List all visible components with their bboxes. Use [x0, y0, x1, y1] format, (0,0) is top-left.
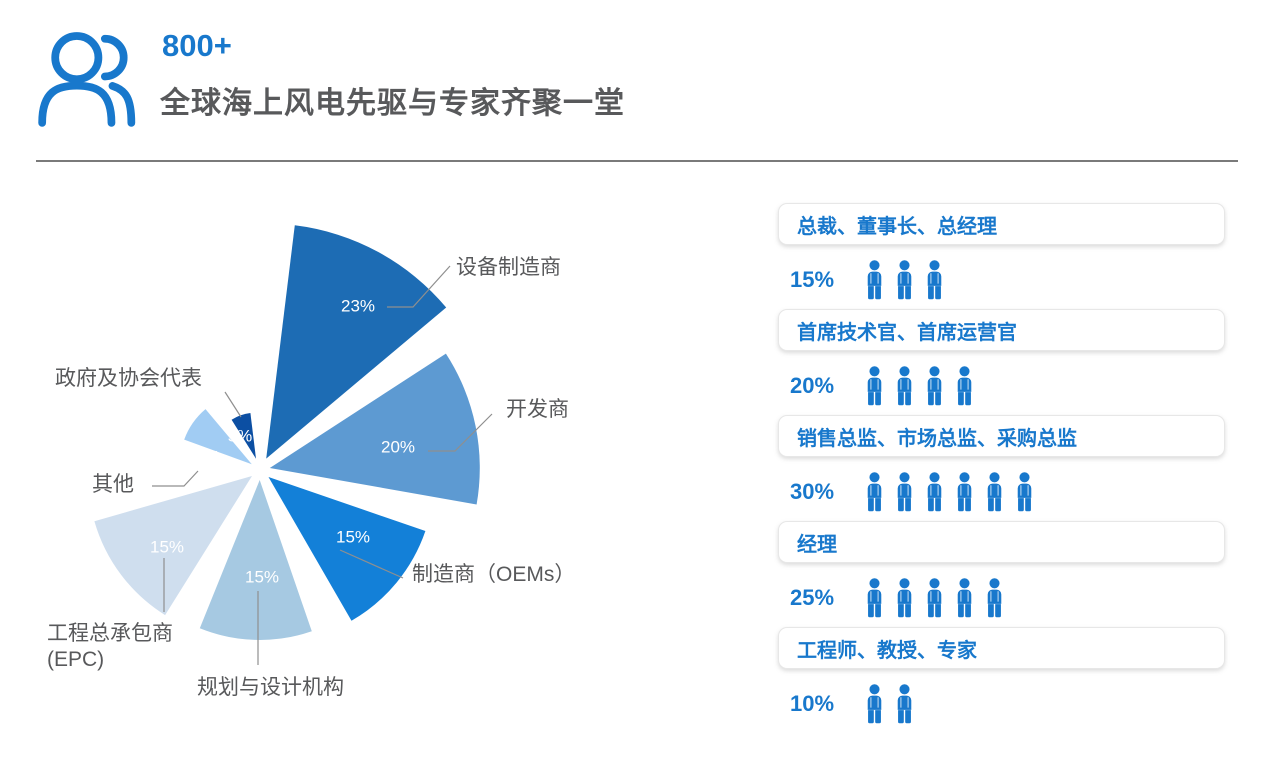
header-divider	[36, 160, 1238, 162]
role-percent: 15%	[790, 267, 835, 292]
person-icon	[897, 366, 912, 406]
person-icon	[927, 366, 942, 406]
role-percent-row: 30%	[790, 470, 1225, 514]
role-icon-group	[864, 684, 915, 724]
pie-slice-1	[266, 225, 447, 459]
person-icon	[1017, 472, 1032, 512]
slice-percent-label: 5%	[228, 427, 253, 446]
person-icon	[867, 260, 882, 300]
callout-line	[152, 470, 199, 487]
pie-slice-2	[269, 353, 480, 505]
person-icon	[867, 578, 882, 618]
role-title-card: 总裁、董事长、总经理	[778, 203, 1225, 245]
role-row: 首席技术官、首席运营官 20%	[778, 309, 1225, 415]
role-title-card: 销售总监、市场总监、采购总监	[778, 415, 1225, 457]
role-row: 经理 25%	[778, 521, 1225, 627]
person-icon	[897, 260, 912, 300]
pie-slice-6	[184, 409, 252, 465]
attendee-count: 800+	[162, 28, 232, 63]
role-title-card: 工程师、教授、专家	[778, 627, 1225, 669]
person-icon	[927, 472, 942, 512]
callout-line	[339, 549, 404, 579]
role-row: 总裁、董事长、总经理 15%	[778, 203, 1225, 309]
role-row: 销售总监、市场总监、采购总监 30%	[778, 415, 1225, 521]
person-icon	[867, 472, 882, 512]
slice-category-label: 开发商	[506, 398, 569, 421]
role-icon-group	[864, 472, 1035, 512]
person-icon	[957, 578, 972, 618]
slice-category-label: 工程总承包商	[47, 622, 173, 645]
role-percent-row: 10%	[790, 682, 1225, 726]
slice-category-label: 政府及协会代表	[55, 367, 202, 390]
person-icon	[987, 578, 1002, 618]
role-percent: 25%	[790, 585, 835, 610]
person-icon	[897, 684, 912, 724]
pie-slice-5	[94, 476, 253, 616]
person-icon	[957, 472, 972, 512]
slice-category-label: 其他	[92, 473, 134, 496]
slice-category-label: 制造商（OEMs）	[412, 563, 575, 586]
role-percent: 20%	[790, 373, 835, 398]
slice-percent-label: 23%	[341, 297, 375, 316]
person-icon	[987, 472, 1002, 512]
role-percent-row: 25%	[790, 576, 1225, 620]
role-row: 工程师、教授、专家 10%	[778, 627, 1225, 733]
role-title-card: 经理	[778, 521, 1225, 563]
role-percent: 30%	[790, 479, 835, 504]
callout-line	[428, 413, 493, 452]
person-icon	[927, 578, 942, 618]
role-title: 总裁、董事长、总经理	[797, 215, 997, 238]
role-title: 销售总监、市场总监、采购总监	[797, 427, 1077, 450]
role-icon-group	[864, 366, 975, 406]
person-icon	[957, 366, 972, 406]
slice-percent-label: 15%	[336, 528, 370, 547]
slice-category-label: (EPC)	[47, 648, 104, 671]
pie-slice-4	[199, 480, 312, 640]
slice-percent-label: 15%	[245, 568, 279, 587]
callout-line	[224, 391, 242, 418]
slice-category-label: 设备制造商	[456, 256, 561, 279]
role-title-card: 首席技术官、首席运营官	[778, 309, 1225, 351]
page-title: 全球海上风电先驱与专家齐聚一堂	[160, 87, 625, 120]
person-icon	[897, 472, 912, 512]
person-icon	[867, 366, 882, 406]
users-icon	[34, 26, 140, 137]
callout-line	[387, 265, 451, 308]
pie-slice-3	[268, 477, 426, 621]
person-icon	[927, 260, 942, 300]
slice-percent-label: 7%	[196, 448, 221, 467]
person-icon	[897, 578, 912, 618]
pie-slice-7	[231, 413, 256, 459]
role-title: 经理	[797, 533, 837, 556]
role-percent: 10%	[790, 691, 835, 716]
role-icon-group	[864, 260, 945, 300]
role-percent-row: 15%	[790, 258, 1225, 302]
role-percent-row: 20%	[790, 364, 1225, 408]
role-icon-group	[864, 578, 1005, 618]
slice-percent-label: 15%	[150, 538, 184, 557]
role-title: 工程师、教授、专家	[797, 639, 977, 662]
person-icon	[867, 684, 882, 724]
slice-percent-label: 20%	[381, 438, 415, 457]
slice-category-label: 规划与设计机构	[197, 676, 344, 699]
attendee-roles-panel: 总裁、董事长、总经理 15%	[778, 203, 1225, 733]
role-title: 首席技术官、首席运营官	[797, 321, 1017, 344]
